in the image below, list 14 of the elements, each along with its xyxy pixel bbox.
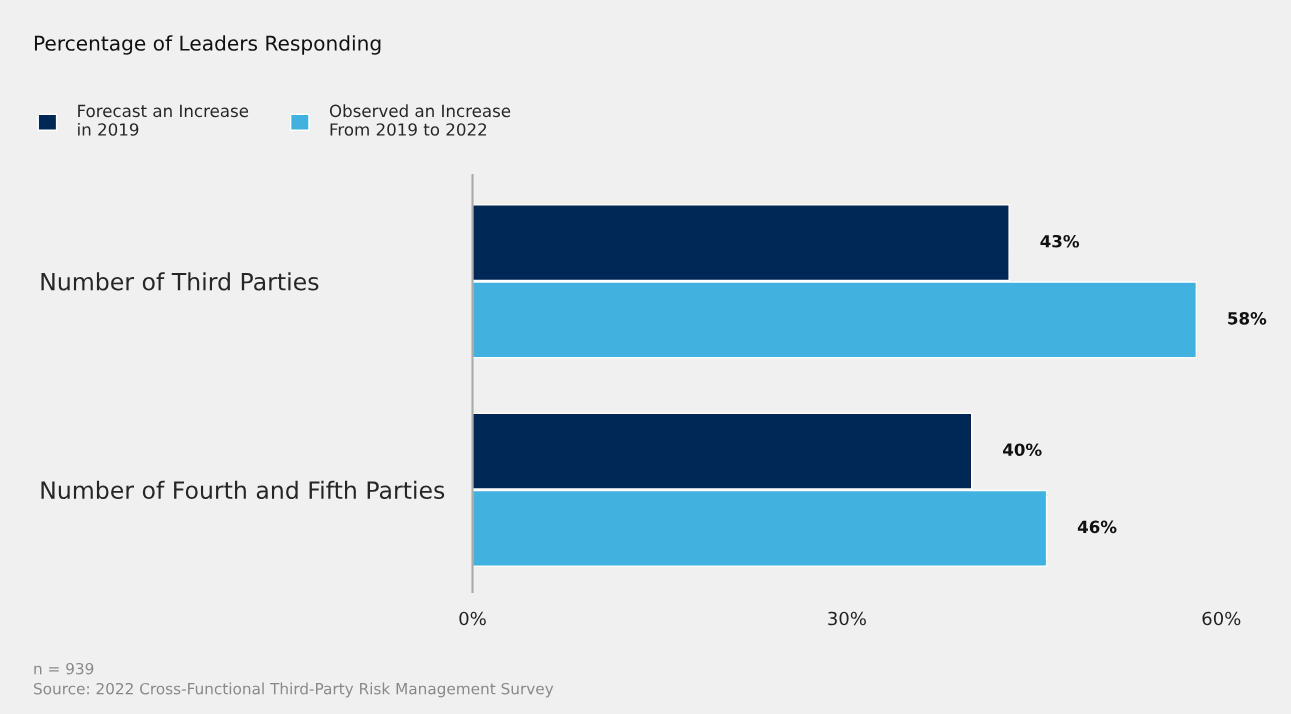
data-label: 58% xyxy=(1228,312,1267,325)
data-label: 43% xyxy=(1040,234,1080,248)
x-tick-label: 0% xyxy=(459,611,486,626)
legend-label: Observed an Increase From 2019 to 2022 xyxy=(329,104,511,136)
text: Percentage of Leaders Responding xyxy=(34,35,381,55)
data-label: 40% xyxy=(1003,443,1042,457)
data-label: 46% xyxy=(1077,520,1117,534)
text: n = 939 xyxy=(34,662,94,675)
y-tick-label: Number of Fourth and Fifth Parties xyxy=(41,480,445,500)
legend-label: Forecast an Increase in 2019 xyxy=(78,104,249,136)
x-tick-label: 30% xyxy=(828,611,866,626)
source-note: Source: 2022 Cross-Functional Third-Party Risk Management Survey xyxy=(34,682,554,698)
y-tick-label: Number of Third Parties xyxy=(41,272,319,291)
x-tick-label: 60% xyxy=(1202,611,1241,626)
